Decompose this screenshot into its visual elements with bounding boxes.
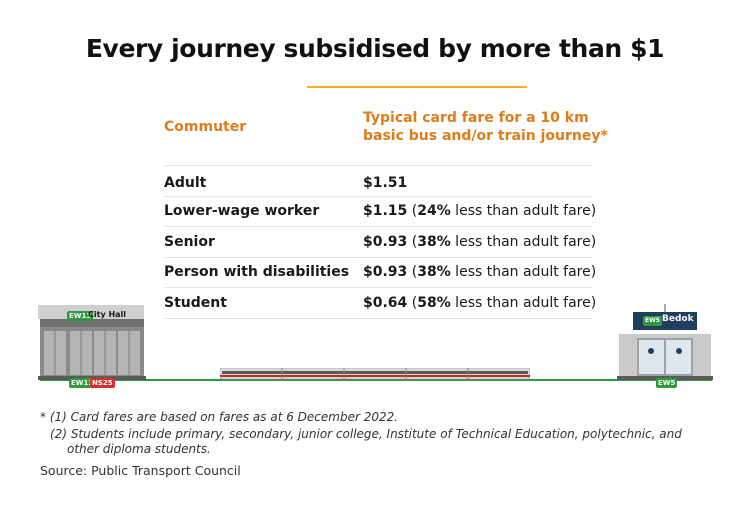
source-note: Source: Public Transport Council <box>40 463 241 478</box>
row-commuter: Senior <box>164 234 215 250</box>
fare-discount: 24% <box>417 203 451 219</box>
footnote-2-cont: other diploma students. <box>67 442 211 456</box>
header-commuter: Commuter <box>164 119 247 135</box>
fare-note: less than adult fare) <box>450 264 597 280</box>
row-commuter: Adult <box>164 175 207 191</box>
row-commuter: Person with disabilities <box>164 264 350 280</box>
row-fare: $1.15 (24% less than adult fare) <box>363 202 596 220</box>
table-divider <box>164 287 592 288</box>
fare-discount: 38% <box>417 264 451 280</box>
ns25-badge: NS25 <box>90 378 115 388</box>
bedok-station-name: Bedok <box>662 314 694 324</box>
ew5-badge: EW5 <box>656 378 678 388</box>
fare-paren: ( <box>407 234 418 250</box>
fare-paren: ( <box>407 264 418 280</box>
row-commuter: Student <box>164 295 227 311</box>
fare-value: $0.93 <box>363 264 408 280</box>
bedok-station-illustration <box>617 304 713 380</box>
table-divider <box>164 165 592 166</box>
footnote-1: * (1) Card fares are based on fares as a… <box>40 410 399 424</box>
ew13-badge: EW13 <box>69 378 96 388</box>
row-fare: $0.64 (58% less than adult fare) <box>363 294 596 312</box>
fare-note: less than adult fare) <box>450 203 597 219</box>
row-fare: $1.51 <box>363 174 407 192</box>
header-fare-line1: Typical card fare for a 10 km <box>363 110 589 126</box>
fare-discount: 58% <box>417 295 451 311</box>
fare-value: $1.51 <box>363 175 408 191</box>
station-code-tag: EW13 <box>67 311 94 321</box>
train-illustration <box>220 368 530 380</box>
city-hall-station-name: City Hall <box>88 310 127 319</box>
fare-value: $0.64 <box>363 295 408 311</box>
fare-paren: ( <box>407 203 418 219</box>
row-fare: $0.93 (38% less than adult fare) <box>363 263 596 281</box>
header-fare-line2: basic bus and/or train journey* <box>363 128 608 144</box>
page-title: Every journey subsidised by more than $1 <box>85 34 665 63</box>
fare-value: $1.15 <box>363 203 408 219</box>
table-divider <box>164 257 592 258</box>
fare-note: less than adult fare) <box>450 295 597 311</box>
row-commuter: Lower-wage worker <box>164 203 320 219</box>
fare-paren: ( <box>407 295 418 311</box>
fare-note: less than adult fare) <box>450 234 597 250</box>
title-underline <box>307 86 527 88</box>
table-divider <box>164 318 592 319</box>
city-hall-station-illustration <box>38 305 146 380</box>
footnote-2: (2) Students include primary, secondary,… <box>50 427 682 441</box>
mrt-track-line <box>40 379 712 381</box>
fare-value: $0.93 <box>363 234 408 250</box>
table-divider <box>164 226 592 227</box>
table-divider <box>164 196 592 197</box>
fare-discount: 38% <box>417 234 451 250</box>
station-code-tag: EW5 <box>643 316 662 326</box>
row-fare: $0.93 (38% less than adult fare) <box>363 233 596 251</box>
